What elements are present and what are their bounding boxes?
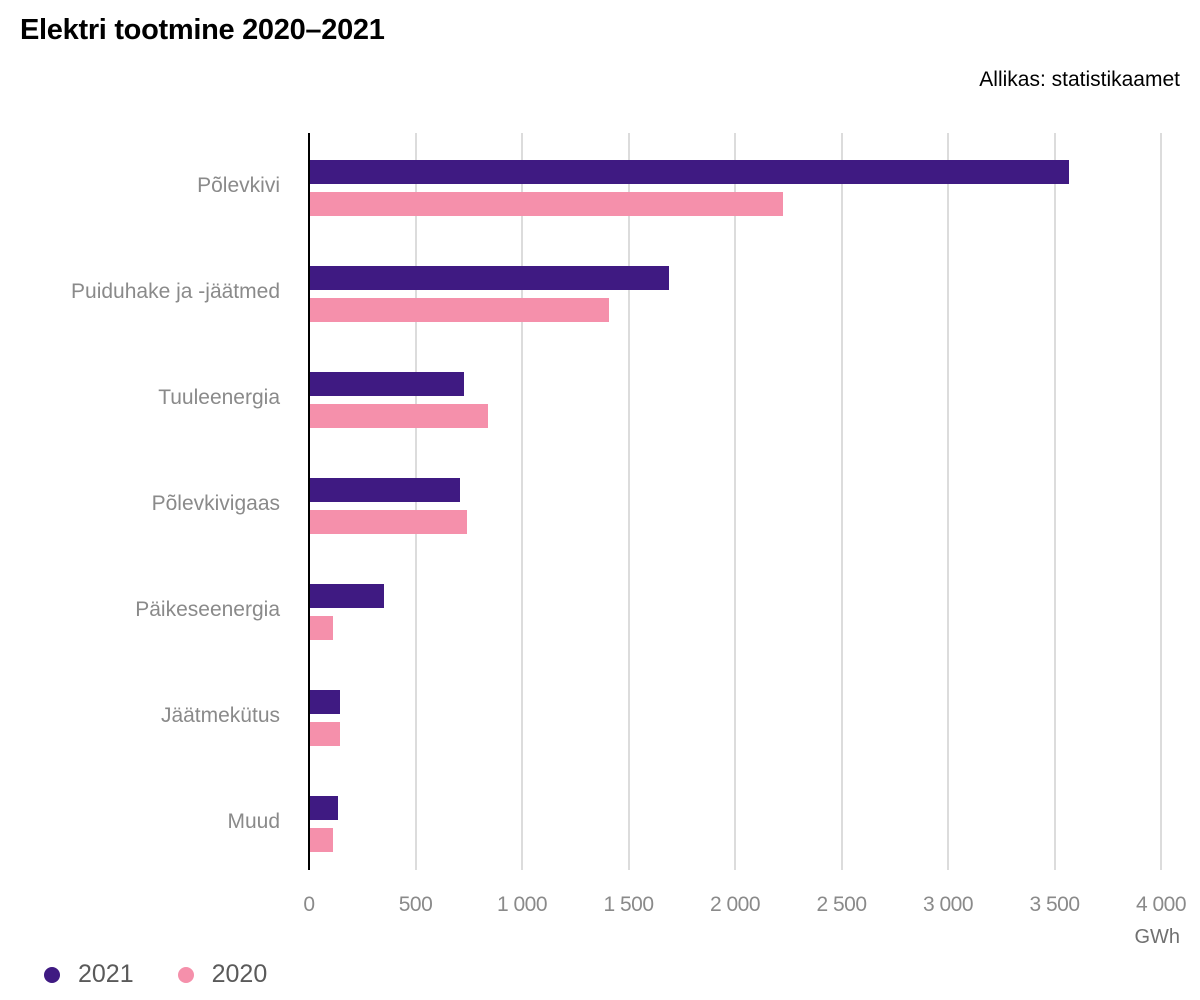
y-axis-line <box>308 133 310 870</box>
category-label: Põlevkivigaas <box>151 492 280 515</box>
category-label: Jäätmekütus <box>160 704 280 727</box>
gridline <box>1160 133 1162 870</box>
bar-2020[interactable] <box>309 192 783 216</box>
bar-2021[interactable] <box>309 266 669 290</box>
category-label: Muud <box>227 810 280 833</box>
bar-2020[interactable] <box>309 510 467 534</box>
legend-dot-icon <box>44 966 60 983</box>
bar-2020[interactable] <box>309 828 334 852</box>
bar-2020[interactable] <box>309 298 610 322</box>
chart-title: Elektri tootmine 2020–2021 <box>20 14 385 46</box>
gridline <box>627 133 630 870</box>
bar-2021[interactable] <box>309 584 384 608</box>
x-tick-label: 500 <box>398 893 433 916</box>
x-tick-label: 2 000 <box>709 893 761 916</box>
bar-2021[interactable] <box>309 690 340 714</box>
x-tick-label: 4 000 <box>1135 893 1187 916</box>
bar-2021[interactable] <box>309 372 465 396</box>
source-note: Allikas: statistikaamet <box>979 68 1180 91</box>
bar-2020[interactable] <box>309 616 334 640</box>
gridline <box>947 133 949 870</box>
x-tick-label: 3 000 <box>922 893 974 916</box>
bar-2020[interactable] <box>309 404 488 428</box>
x-axis-unit: GWh <box>1134 926 1180 948</box>
legend-item-2021[interactable]: 2021 <box>44 960 134 989</box>
gridline <box>734 133 736 870</box>
legend-label: 2021 <box>78 960 134 988</box>
category-label: Põlevkivi <box>197 174 280 197</box>
x-tick-label: 3 500 <box>1029 893 1080 916</box>
plot-area <box>308 133 1162 870</box>
x-tick-label: 0 <box>303 893 315 916</box>
x-tick-label: 1 500 <box>603 893 654 916</box>
category-label: Puiduhake ja -jäätmed <box>71 280 280 303</box>
gridline <box>1053 133 1056 870</box>
legend-label: 2020 <box>211 960 268 988</box>
gridline <box>840 133 843 870</box>
x-tick-label: 1 000 <box>496 893 548 916</box>
bar-2021[interactable] <box>309 796 338 820</box>
bar-2021[interactable] <box>309 478 461 502</box>
gridline <box>521 133 523 870</box>
category-label: Tuuleenergia <box>158 386 280 409</box>
x-tick-label: 2 500 <box>816 893 867 916</box>
legend: 2021 2020 <box>44 960 311 989</box>
bar-2020[interactable] <box>309 722 340 746</box>
legend-dot-icon <box>177 966 194 983</box>
legend-item-2020[interactable]: 2020 <box>177 960 268 989</box>
bar-2021[interactable] <box>309 160 1070 184</box>
category-label: Päikeseenergia <box>135 598 280 621</box>
